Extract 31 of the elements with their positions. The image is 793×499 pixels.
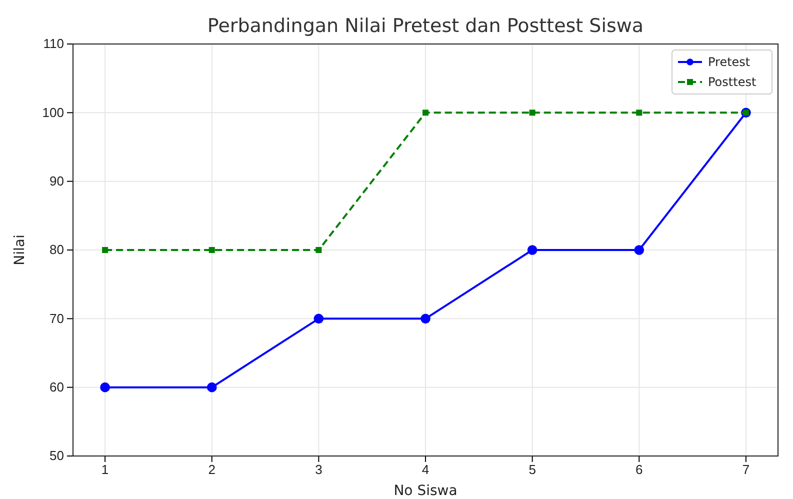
- point: [208, 247, 215, 253]
- x-axis-title: No Siswa: [394, 483, 458, 499]
- point: [206, 382, 217, 392]
- y-axis-title: Nilai: [12, 234, 28, 266]
- point: [636, 110, 642, 116]
- point: [529, 110, 536, 116]
- point: [316, 247, 322, 253]
- point: [527, 245, 538, 255]
- y-tick-label: 110: [43, 36, 64, 52]
- legend-label: Posttest: [708, 75, 756, 89]
- point: [420, 314, 430, 324]
- y-tick-label: 100: [42, 104, 64, 120]
- y-tick-label: 80: [50, 242, 64, 258]
- x-tick-label: 4: [422, 462, 430, 478]
- x-tick-label: 2: [208, 462, 216, 478]
- x-tick-label: 3: [315, 462, 322, 478]
- x-tick-label: 7: [742, 462, 750, 478]
- chart-title: Perbandingan Nilai Pretest dan Posttest Siswa: [207, 15, 644, 37]
- point: [422, 110, 428, 116]
- point: [100, 382, 110, 392]
- point: [314, 314, 324, 324]
- x-tick-label: 5: [528, 462, 536, 478]
- x-tick-label: 1: [101, 462, 109, 478]
- y-tick-label: 70: [50, 310, 64, 326]
- y-tick-label: 90: [50, 173, 64, 188]
- point: [634, 245, 644, 255]
- x-tick-label: 6: [636, 462, 643, 478]
- legend-label: Pretest: [708, 55, 750, 69]
- y-tick-label: 60: [50, 379, 64, 394]
- y-tick-label: 50: [50, 448, 64, 464]
- point: [102, 247, 108, 253]
